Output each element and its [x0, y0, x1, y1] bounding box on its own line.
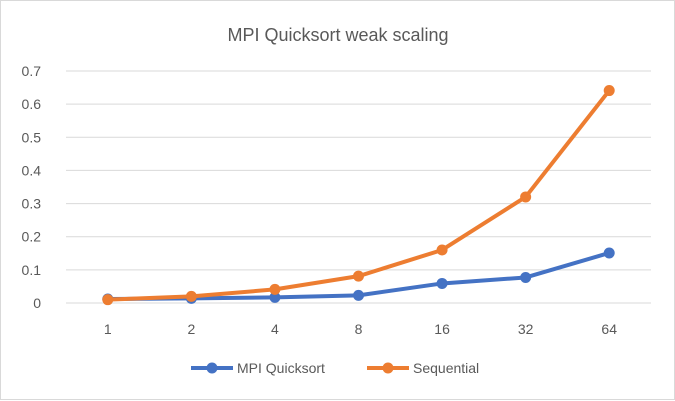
- data-point-sequential: [436, 244, 448, 256]
- y-tick-label: 0.4: [22, 162, 42, 178]
- data-point-sequential: [603, 85, 615, 97]
- data-point-mpi-quicksort: [520, 271, 532, 283]
- legend-item-sequential: Sequential: [367, 360, 479, 376]
- chart-title: MPI Quicksort weak scaling: [227, 25, 448, 45]
- series-sequential: [102, 85, 615, 306]
- legend: MPI Quicksort Sequential: [191, 360, 479, 376]
- data-point-mpi-quicksort: [353, 289, 364, 301]
- x-tick-label: 2: [187, 321, 195, 337]
- y-axis-tick-labels: 0 0.1 0.2 0.3 0.4 0.5 0.6 0.7: [22, 63, 42, 311]
- data-point-mpi-quicksort: [436, 277, 448, 289]
- x-tick-label: 4: [271, 321, 279, 337]
- y-tick-label: 0.3: [22, 196, 42, 212]
- x-tick-label: 64: [601, 321, 617, 337]
- data-point-sequential: [185, 290, 197, 302]
- series-line-sequential: [105, 88, 612, 302]
- legend-marker-sequential: [382, 362, 394, 374]
- legend-marker-mpi-quicksort: [206, 362, 218, 374]
- legend-label-sequential: Sequential: [413, 360, 479, 376]
- y-tick-label: 0.6: [22, 96, 42, 112]
- gridlines: [66, 70, 651, 304]
- y-tick-label: 0.5: [22, 129, 42, 145]
- legend-label-mpi-quicksort: MPI Quicksort: [237, 360, 325, 376]
- y-tick-label: 0.7: [22, 63, 42, 79]
- x-tick-label: 32: [518, 321, 534, 337]
- data-point-sequential: [520, 191, 532, 203]
- data-point-sequential: [102, 294, 114, 306]
- x-tick-label: 8: [355, 321, 363, 337]
- y-tick-label: 0.1: [22, 262, 42, 278]
- data-point-mpi-quicksort: [603, 247, 615, 259]
- x-tick-label: 16: [434, 321, 450, 337]
- data-point-mpi-quicksort: [269, 291, 281, 303]
- series-lines: [102, 85, 615, 306]
- data-point-sequential: [269, 283, 281, 295]
- legend-item-mpi-quicksort: MPI Quicksort: [191, 360, 325, 376]
- x-axis-tick-labels: 1 2 4 8 16 32 64: [104, 321, 617, 337]
- y-tick-label: 0.2: [22, 229, 42, 245]
- x-tick-label: 1: [104, 321, 112, 337]
- data-point-sequential: [353, 270, 364, 282]
- y-tick-label: 0: [33, 295, 41, 311]
